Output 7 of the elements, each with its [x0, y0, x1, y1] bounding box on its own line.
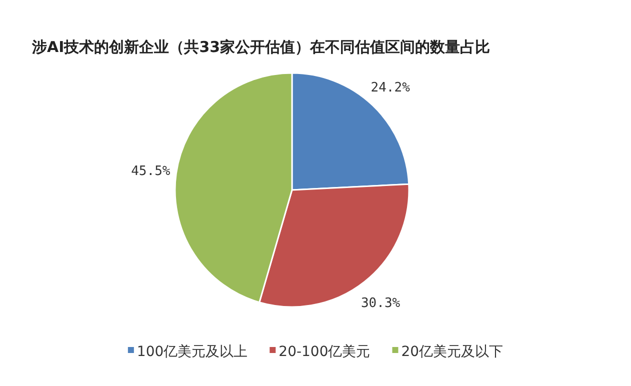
- chart-title: 涉AI技术的创新企业（共33家公开估值）在不同估值区间的数量占比: [31, 38, 490, 56]
- legend-label: 20亿美元及以下: [401, 344, 504, 360]
- data-label: 24.2%: [370, 80, 410, 96]
- legend-label: 20-100亿美元: [278, 344, 370, 360]
- legend-label: 100亿美元及以上: [136, 344, 248, 360]
- data-label: 30.3%: [360, 296, 400, 311]
- data-label: 45.5%: [131, 164, 170, 179]
